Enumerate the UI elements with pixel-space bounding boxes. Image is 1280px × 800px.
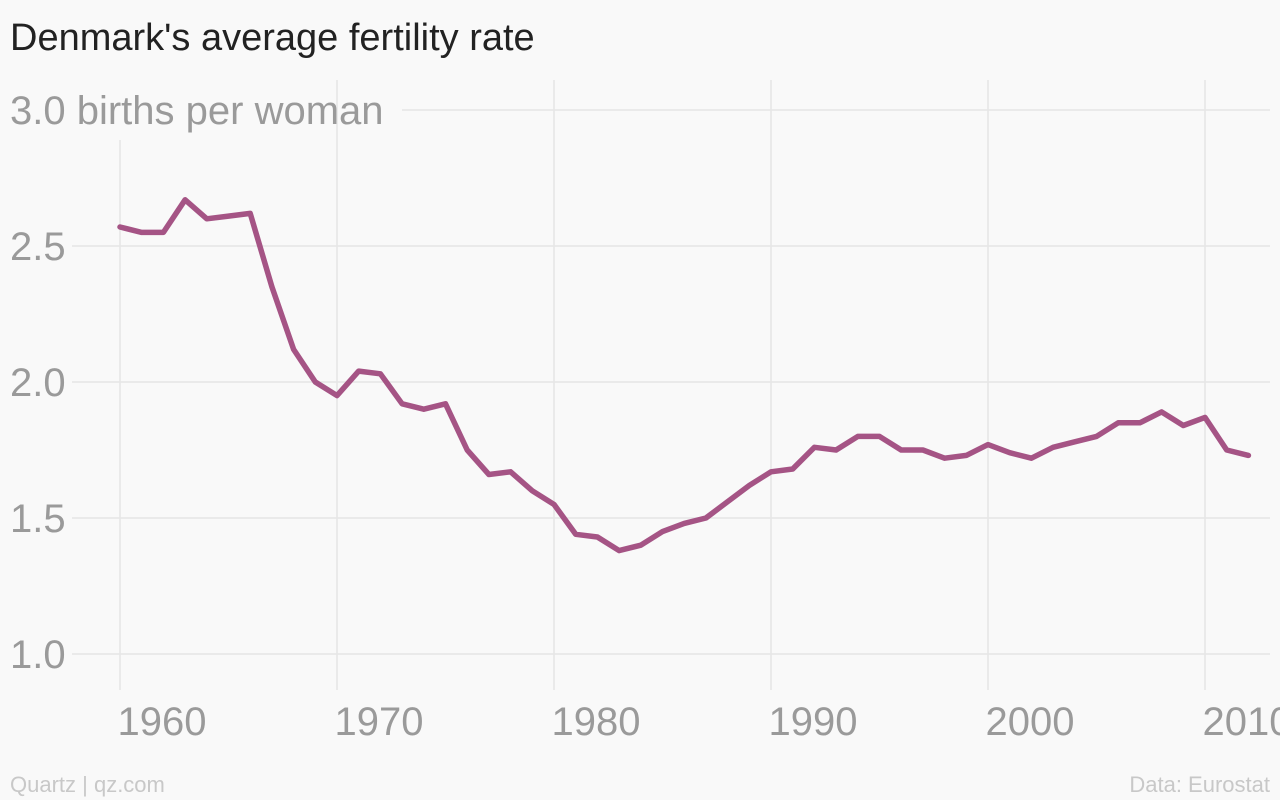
fertility-rate-line — [117, 197, 1252, 554]
x-tick-label: 2000 — [986, 700, 1075, 744]
series-layer — [117, 197, 1252, 554]
y-tick-label: 3.0 births per woman — [10, 89, 384, 133]
y-tick-label: 1.0 — [10, 633, 66, 677]
x-tick-label: 1980 — [552, 700, 641, 744]
x-axis-labels: 1960 1970 1980 1990 2000 2010 — [118, 700, 1280, 744]
x-tick-label: 1970 — [335, 700, 424, 744]
y-axis-labels: 1.0 1.5 2.0 2.5 3.0 births per woman — [10, 89, 384, 677]
y-tick-label: 2.5 — [10, 225, 66, 269]
data-source: Data: Eurostat — [1129, 772, 1270, 797]
chart-title: Denmark's average fertility rate — [10, 17, 535, 59]
x-tick-label: 1990 — [769, 700, 858, 744]
source-credit: Quartz | qz.com — [10, 772, 165, 797]
grid-layer — [72, 80, 1270, 690]
y-tick-label: 1.5 — [10, 497, 66, 541]
x-tick-label: 2010 — [1203, 700, 1280, 744]
x-tick-label: 1960 — [118, 700, 207, 744]
y-tick-label: 2.0 — [10, 361, 66, 405]
